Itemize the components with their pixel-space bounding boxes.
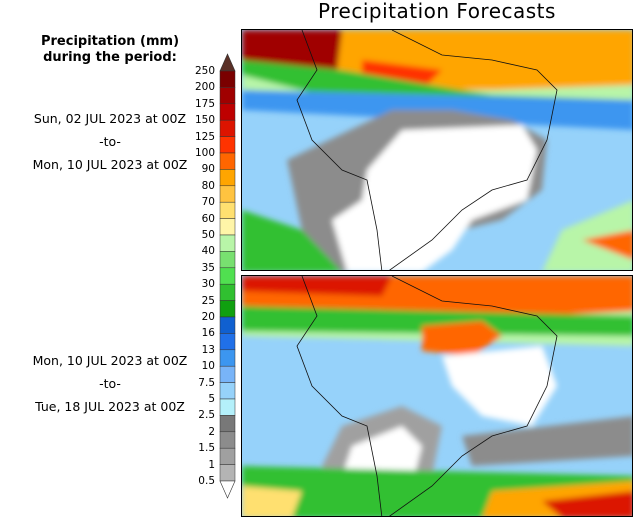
colorbar-tick-label: 40 bbox=[201, 245, 215, 258]
map-panel-period-2 bbox=[241, 275, 633, 517]
period-2-end: Tue, 18 JUL 2023 at 00Z bbox=[35, 399, 185, 414]
period-2-label: Mon, 10 JUL 2023 at 00Z -to- Tue, 18 JUL… bbox=[0, 349, 220, 418]
colorbar-bin bbox=[219, 201, 236, 219]
colorbar-tick-label: 7.5 bbox=[198, 376, 215, 389]
precip-region bbox=[242, 30, 342, 70]
chart-title: Precipitation Forecasts bbox=[318, 0, 556, 23]
colorbar-bin bbox=[219, 382, 236, 400]
precip-region bbox=[462, 416, 632, 466]
colorbar-bin bbox=[219, 464, 236, 482]
colorbar-tick-label: 175 bbox=[194, 97, 215, 110]
precip-region bbox=[582, 230, 632, 260]
period-1-start: Sun, 02 JUL 2023 at 00Z bbox=[33, 111, 187, 126]
colorbar-bin bbox=[219, 431, 236, 449]
colorbar-tick-label: 30 bbox=[201, 278, 215, 291]
colorbar-tick-label: 50 bbox=[201, 229, 215, 241]
precip-region bbox=[542, 491, 632, 516]
period-1-sep: -to- bbox=[99, 134, 121, 149]
legend-heading-line1: Precipitation (mm) bbox=[40, 34, 180, 49]
precip-region bbox=[332, 125, 537, 270]
colorbar-tick-label: 0.5 bbox=[198, 475, 215, 487]
colorbar-bin bbox=[219, 136, 236, 154]
colorbar-tick-label: 80 bbox=[201, 179, 215, 192]
colorbar-bin bbox=[219, 251, 236, 269]
colorbar bbox=[219, 53, 236, 499]
colorbar-over-triangle bbox=[219, 53, 236, 72]
colorbar-tick-label: 90 bbox=[201, 163, 215, 176]
precip-region bbox=[242, 486, 302, 516]
colorbar-bin bbox=[219, 87, 236, 105]
colorbar-bin bbox=[219, 447, 236, 465]
colorbar-tick-label: 60 bbox=[201, 212, 215, 225]
period-2-sep: -to- bbox=[99, 376, 121, 391]
colorbar-bin bbox=[219, 333, 236, 351]
period-2-start: Mon, 10 JUL 2023 at 00Z bbox=[32, 353, 188, 368]
colorbar-bin bbox=[219, 283, 236, 301]
colorbar-tick-label: 150 bbox=[194, 114, 215, 127]
colorbar-bin bbox=[219, 398, 236, 416]
colorbar-bin bbox=[219, 152, 236, 170]
precip-region bbox=[242, 306, 632, 336]
precip-region bbox=[242, 276, 392, 296]
map-panel-period-1 bbox=[241, 29, 633, 271]
colorbar-tick-label: 10 bbox=[201, 360, 215, 373]
precipitation-map-1 bbox=[242, 30, 632, 270]
precip-region bbox=[442, 346, 557, 426]
colorbar-tick-label: 25 bbox=[201, 294, 215, 307]
colorbar-bin bbox=[219, 169, 236, 187]
colorbar-tick-label: 125 bbox=[194, 130, 215, 143]
colorbar-tick-label: 250 bbox=[194, 65, 215, 77]
precip-region bbox=[242, 90, 632, 130]
colorbar-tick-label: 13 bbox=[201, 343, 215, 356]
precipitation-map-2 bbox=[242, 276, 632, 516]
colorbar-bin bbox=[219, 267, 236, 285]
colorbar-tick-label: 2.5 bbox=[198, 409, 215, 422]
colorbar-bin bbox=[219, 234, 236, 252]
colorbar-bin bbox=[219, 119, 236, 137]
colorbar-bin bbox=[219, 415, 236, 433]
coastline bbox=[296, 30, 558, 270]
period-1-end: Mon, 10 JUL 2023 at 00Z bbox=[32, 157, 188, 172]
colorbar-tick-label: 100 bbox=[194, 147, 215, 159]
colorbar-bin bbox=[219, 185, 236, 203]
colorbar-tick-label: 2 bbox=[208, 425, 215, 438]
colorbar-tick-label: 35 bbox=[201, 261, 215, 274]
coastline bbox=[296, 276, 558, 516]
colorbar-bin bbox=[219, 103, 236, 121]
colorbar-under-triangle bbox=[219, 480, 236, 499]
precip-region bbox=[542, 200, 632, 270]
colorbar-bin bbox=[219, 300, 236, 318]
period-1-label: Sun, 02 JUL 2023 at 00Z -to- Mon, 10 JUL… bbox=[0, 107, 220, 176]
colorbar-tick-label: 70 bbox=[201, 196, 215, 209]
precip-region bbox=[242, 210, 341, 270]
colorbar-bin bbox=[219, 365, 236, 383]
colorbar-tick-label: 20 bbox=[201, 311, 215, 323]
colorbar-tick-label: 1.5 bbox=[198, 442, 215, 455]
legend-heading-line2: during the period: bbox=[43, 50, 177, 65]
colorbar-tick-label: 5 bbox=[208, 393, 215, 405]
colorbar-tick-label: 200 bbox=[194, 81, 215, 94]
colorbar-bin bbox=[219, 349, 236, 367]
colorbar-bin bbox=[219, 316, 236, 334]
legend-heading: Precipitation (mm) during the period: bbox=[0, 34, 220, 66]
colorbar-tick-label: 16 bbox=[201, 327, 215, 340]
colorbar-tick-label: 1 bbox=[208, 458, 215, 471]
precip-region bbox=[422, 321, 502, 356]
colorbar-bin bbox=[219, 218, 236, 236]
colorbar-bin bbox=[219, 70, 236, 88]
